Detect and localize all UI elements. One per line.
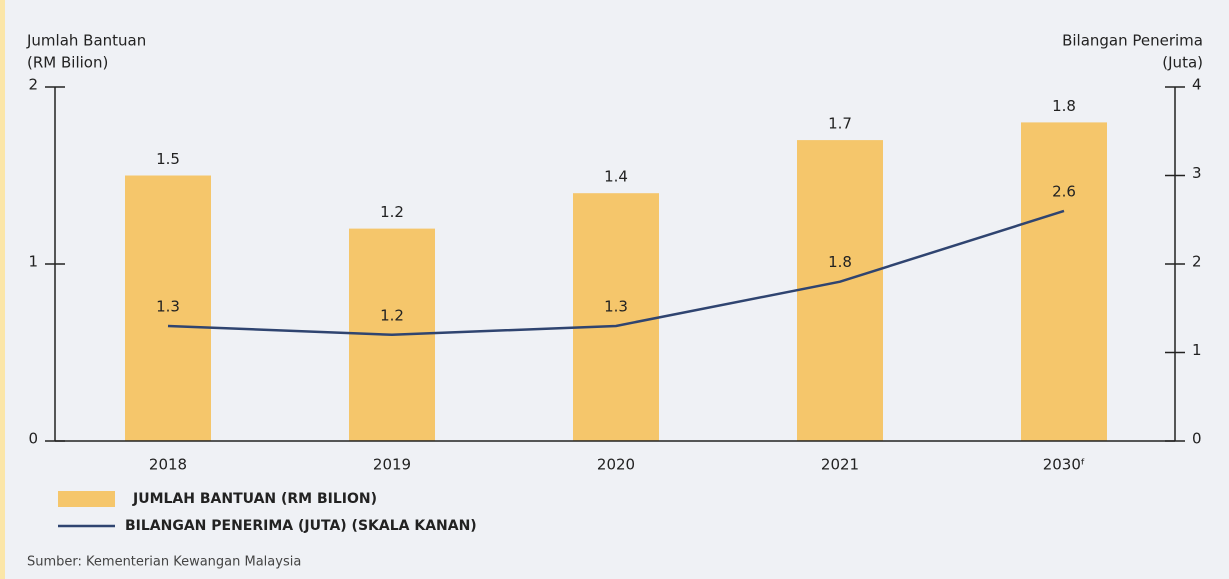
bar — [1021, 122, 1107, 442]
bar — [125, 175, 211, 441]
y2-axis-label: (Juta) — [1162, 54, 1203, 72]
y2-tick-label: 1 — [1192, 341, 1202, 359]
y2-tick-label: 0 — [1192, 430, 1202, 448]
bar — [797, 140, 883, 441]
x-tick-label: 2018 — [149, 456, 187, 474]
y2-axis-label: Bilangan Penerima — [1062, 32, 1203, 50]
x-tick-label: 2020 — [597, 456, 635, 474]
y-tick-label: 1 — [28, 253, 38, 271]
y-axis-label: Jumlah Bantuan — [26, 32, 146, 50]
edge-stripe — [0, 0, 5, 579]
bar-value-label: 1.4 — [604, 168, 628, 186]
source: Sumber: Kementerian Kewangan Malaysia — [27, 555, 301, 570]
bar-value-label: 1.2 — [380, 203, 404, 221]
line-value-label: 1.3 — [604, 297, 628, 315]
line-value-label: 1.8 — [828, 253, 852, 271]
legend-swatch — [58, 491, 115, 507]
y-axis-label: (RM Bilion) — [27, 54, 108, 72]
line-value-label: 1.3 — [156, 297, 180, 315]
line — [167, 209, 1065, 337]
y-tick-label: 2 — [28, 76, 38, 94]
line-value-label: 2.6 — [1052, 182, 1076, 200]
y-tick-label: 0 — [28, 430, 38, 448]
y2-tick-label: 3 — [1192, 164, 1202, 182]
bar-value-label: 1.5 — [156, 150, 180, 168]
bar-value-label: 1.7 — [828, 115, 852, 133]
bar-value-label: 1.8 — [1052, 97, 1076, 115]
y2-tick-label: 2 — [1192, 253, 1202, 271]
y2-tick-label: 4 — [1192, 76, 1202, 94]
legend-label: JUMLAH BANTUAN (RM BILION) — [132, 491, 377, 507]
bar — [573, 193, 659, 441]
x-tick-label: 2021 — [821, 456, 859, 474]
legend-label: BILANGAN PENERIMA (JUTA) (SKALA KANAN) — [125, 518, 477, 534]
x-tick-label: 2019 — [373, 456, 411, 474]
line-value-label: 1.2 — [380, 306, 404, 324]
x-tick-label: 2030ᶠ — [1043, 456, 1086, 474]
